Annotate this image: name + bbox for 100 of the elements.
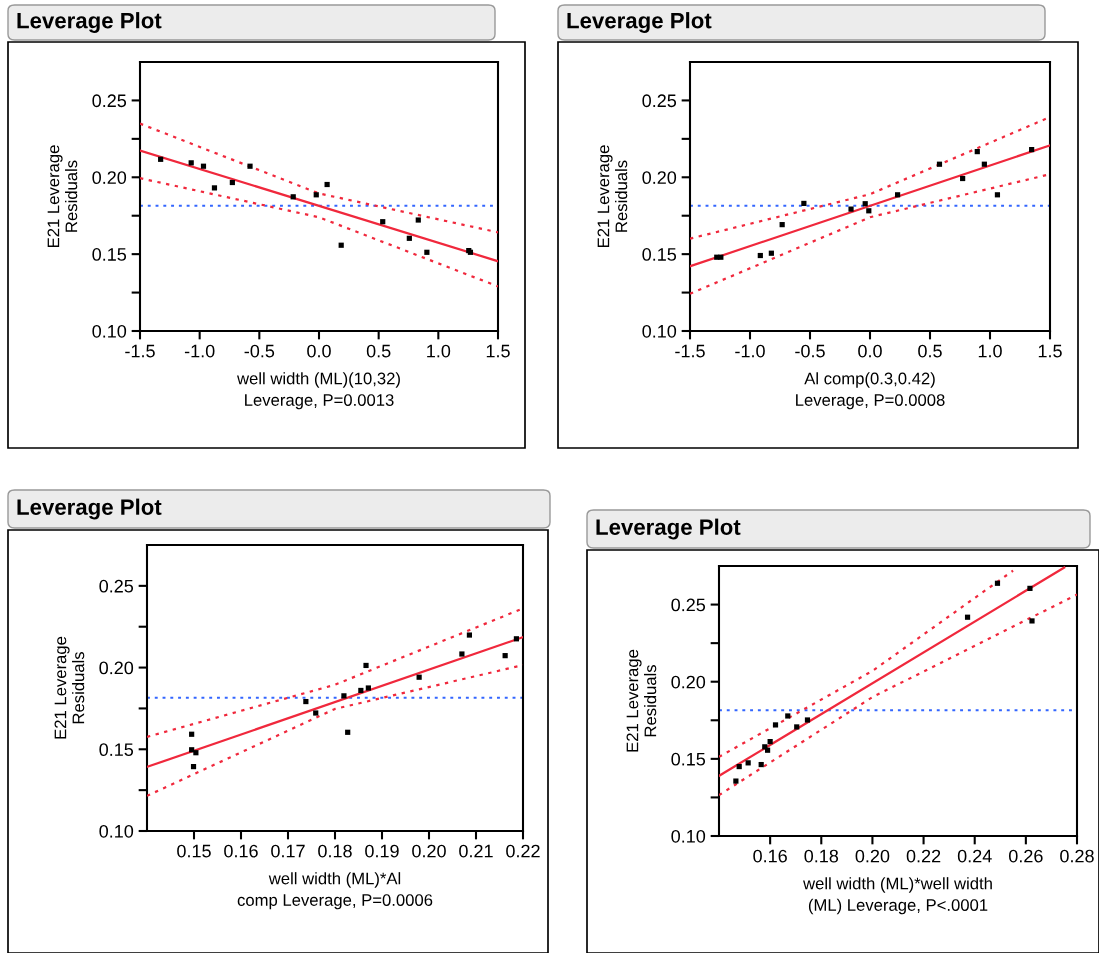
point [415,217,421,223]
x-axis-title: well width (ML)(10,32) Leverage, P=0.0013 [237,372,400,410]
x-tick-label: 0.28 [1060,849,1094,863]
point [466,632,473,638]
point [313,710,319,716]
point [303,698,309,705]
y-axis-title: E21 Leverage Residuals [47,145,78,248]
y-tick-label: 0.10 [99,824,134,838]
point [981,161,987,167]
point [718,254,724,260]
point [994,580,1001,586]
point [994,192,1001,198]
x-tick-label: 0.18 [318,844,352,858]
x-tick-label: 0.21 [459,844,493,858]
x-tick-label: 0.15 [177,844,211,858]
point [345,729,351,735]
x-tick-label: 0.26 [1008,849,1043,863]
chart-title: Leverage Plot [17,498,162,520]
point [895,192,901,198]
x-tick-label: 1.0 [427,344,451,358]
y-tick-label: 0.25 [92,94,127,108]
x-tick-label: 0.18 [804,849,839,863]
point [804,717,811,723]
x-tick-label: 0.22 [906,849,941,863]
point [848,206,854,212]
y-tick-label: 0.25 [671,598,706,612]
y-tick-label: 0.20 [642,171,677,185]
point [1029,147,1035,153]
y-tick-label: 0.15 [99,743,134,757]
point [736,763,742,770]
x-tick-label: 0.5 [366,344,391,358]
point [974,149,980,155]
x-tick-label: 0.22 [506,844,540,858]
point [772,722,779,728]
x-tick-label: 0.20 [855,849,890,863]
x-tick-label: -1.0 [735,344,765,358]
x-axis-title: well width (ML)*Al comp Leverage, P=0.0006 [237,872,433,910]
point [757,252,763,259]
point [363,662,369,669]
point [365,685,371,691]
y-tick-label: 0.20 [671,675,706,689]
point [936,161,943,167]
x-tick-label: -1.5 [125,344,155,358]
point [801,200,807,207]
point [341,693,347,699]
point [247,163,253,169]
point [502,653,508,659]
x-tick-label: 0.17 [271,844,305,858]
y-tick-label: 0.25 [99,579,134,593]
x-axis-title: well width (ML)*well width (ML) Leverage, P<.0001 [803,877,992,915]
point [188,160,194,166]
x-tick-label: -0.5 [244,344,275,358]
point [189,731,195,737]
y-tick-label: 0.10 [92,324,127,338]
point [380,219,386,225]
point [779,222,785,228]
point [190,764,197,770]
point [211,185,218,191]
y-tick-label: 0.20 [92,171,127,185]
y-tick-label: 0.15 [92,248,127,261]
point [424,249,430,255]
point [758,761,764,768]
point [960,175,966,182]
chart-title: Leverage Plot [596,518,741,540]
x-tick-label: 0.24 [957,849,992,863]
y-tick-label: 0.20 [99,661,134,675]
point [513,636,520,642]
point [862,201,868,207]
x-tick-label: 0.16 [224,844,258,858]
y-tick-label: 0.10 [671,829,706,843]
x-tick-label: 1.5 [1038,344,1062,358]
point [416,674,422,680]
chart-title: Leverage Plot [567,12,712,33]
point [313,192,319,198]
x-axis-title: Al comp(0.3,0.42) Leverage, P=0.0008 [796,372,945,410]
x-tick-label: 0.5 [918,344,942,358]
point [745,760,751,766]
point [733,778,739,784]
point [158,156,164,162]
y-axis-title: E21 Leverage Residuals [54,636,85,739]
point [785,713,791,719]
point [324,181,330,188]
point [1027,585,1033,591]
y-tick-label: 0.15 [671,752,706,766]
point [193,750,199,756]
point [200,163,207,169]
point [229,179,235,186]
x-tick-label: 0.0 [858,344,882,358]
y-tick-label: 0.15 [642,248,677,261]
point [406,235,412,241]
point [768,250,774,256]
x-tick-label: 1.5 [486,344,510,358]
chart-title: Leverage Plot [17,12,162,33]
y-axis-title: E21 Leverage Residuals [597,145,628,248]
y-tick-label: 0.25 [642,94,677,108]
point [338,242,344,248]
point [358,687,364,694]
point [794,724,800,730]
point [767,738,773,745]
x-tick-label: 0.16 [753,849,787,863]
